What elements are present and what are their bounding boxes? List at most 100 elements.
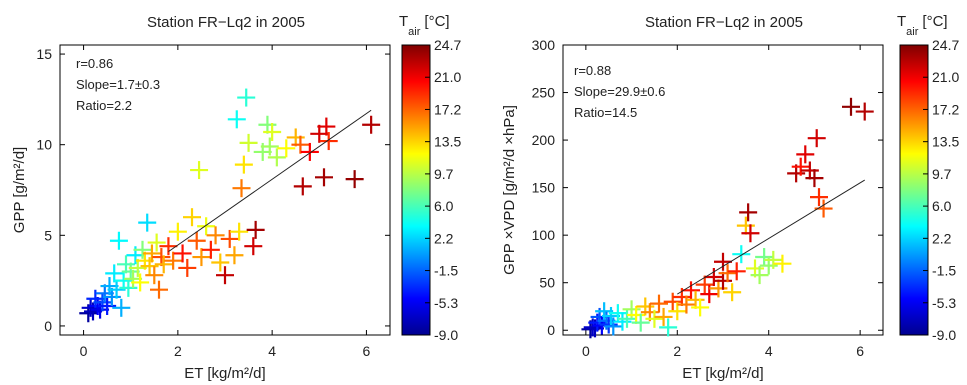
data-point: [650, 294, 668, 313]
stat-slope: Slope=1.7±0.3: [76, 77, 160, 92]
data-point: [227, 110, 246, 129]
data-point: [293, 177, 312, 196]
data-point: [117, 255, 135, 274]
stat-r: r=0.86: [76, 56, 113, 71]
data-point: [755, 248, 774, 267]
data-point: [267, 148, 286, 167]
data-point: [140, 257, 159, 276]
colorbar: 24.7 21.0 17.2 13.5 9.7 6.0 2.2 -1.5 -5.3 -9.0 Ta…: [399, 13, 461, 343]
data-point: [93, 293, 112, 312]
colorbar-ticks: 24.7 21.0 17.2 13.5 9.7 6.0 2.2 -1.5 -5.3 -9.0: [425, 37, 461, 343]
data-point: [197, 217, 216, 236]
data-point: [142, 244, 161, 263]
colorbar-tick-label: 2.2: [932, 230, 952, 246]
colorbar-tick-label: 13.5: [932, 134, 959, 150]
data-point: [682, 281, 700, 300]
data-point: [604, 317, 623, 336]
data-point: [173, 244, 192, 263]
data-point: [119, 278, 138, 297]
colorbar-label-main: T: [897, 13, 906, 30]
data-point: [631, 313, 650, 332]
data-point: [732, 245, 751, 264]
data-point: [627, 306, 646, 325]
data-point: [741, 224, 760, 243]
data-point: [300, 142, 319, 161]
data-point: [286, 128, 305, 147]
data-point: [168, 222, 187, 241]
y-tick-label: 10: [36, 137, 52, 153]
data-point: [244, 237, 263, 256]
data-point: [145, 266, 164, 285]
x-tick-label: 0: [80, 343, 88, 359]
x-axis-label: ET [kg/m²/d]: [184, 365, 265, 382]
data-point: [183, 208, 201, 227]
stat-ratio: Ratio=14.5: [574, 105, 637, 120]
y-axis-label: GPP [g/m²/d]: [11, 147, 28, 233]
data-point: [178, 258, 197, 277]
stat-slope: Slope=29.9±0.6: [574, 84, 665, 99]
data-point: [237, 88, 256, 107]
data-point: [704, 268, 723, 286]
data-point: [800, 161, 819, 180]
data-point: [599, 315, 618, 334]
data-point: [645, 309, 664, 328]
regression-line: [677, 179, 865, 295]
data-point: [102, 287, 121, 306]
data-point: [714, 252, 732, 271]
data-point: [739, 203, 758, 222]
data-point: [791, 157, 810, 176]
data-point: [700, 285, 719, 304]
x-tick-label: 0: [582, 343, 590, 359]
colorbar: 24.7 21.0 17.2 13.5 9.7 6.0 2.2 -1.5 -5.3 -9.0 Ta…: [897, 13, 959, 343]
data-point: [234, 155, 253, 174]
data-point: [133, 240, 152, 259]
data-point: [691, 298, 710, 317]
stat-r: r=0.88: [574, 63, 611, 78]
data-point: [105, 264, 124, 283]
colorbar-label-sub: air: [408, 26, 421, 38]
colorbar-tick-label: 6.0: [434, 198, 454, 214]
data-point: [773, 254, 792, 273]
data-point: [164, 251, 183, 270]
x-tick-label: 2: [673, 343, 681, 359]
data-point: [345, 170, 364, 189]
x-tick-label: 6: [856, 343, 864, 359]
data-point: [764, 250, 783, 269]
data-point: [277, 139, 296, 158]
data-point: [147, 233, 166, 252]
data-point: [109, 231, 128, 250]
data-point: [750, 266, 769, 285]
data-point: [258, 115, 277, 134]
data-point: [709, 279, 728, 298]
data-point: [216, 266, 234, 285]
data-point: [317, 117, 336, 136]
data-point: [613, 312, 632, 331]
colorbar-tick-label: 6.0: [932, 198, 952, 214]
colorbar-tick-label: -9.0: [434, 327, 458, 343]
data-point: [855, 102, 874, 121]
data-point: [618, 309, 636, 328]
colorbar-label-unit: [°C]: [922, 13, 947, 30]
y-tick-label: 0: [547, 322, 555, 338]
y-tick-label: 250: [532, 85, 556, 101]
x-tick-label: 4: [268, 343, 276, 359]
colorbar-tick-label: -5.3: [434, 295, 458, 311]
data-points: [79, 88, 381, 323]
colorbar-label: Tair[°C]: [897, 13, 948, 38]
data-point: [190, 161, 209, 180]
data-point: [714, 271, 732, 290]
data-point: [686, 290, 705, 309]
data-point: [150, 280, 168, 299]
colorbar-tick-label: 17.2: [434, 101, 461, 117]
y-tick-label: 50: [539, 275, 555, 291]
data-point: [677, 295, 696, 314]
data-point: [246, 220, 265, 239]
data-point: [225, 246, 244, 265]
colorbar-tick-label: 24.7: [434, 37, 461, 53]
colorbar-tick-label: 24.7: [932, 37, 959, 53]
data-point: [810, 188, 828, 207]
regression-line: [168, 109, 372, 253]
panel-gppvpd-vs-et: Station FR−Lq2 in 2005 0 2 4 6 0 50 100 150 200 2…: [501, 13, 959, 382]
data-point: [659, 318, 678, 337]
